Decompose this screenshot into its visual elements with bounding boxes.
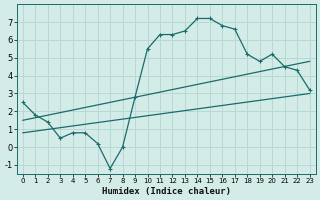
- X-axis label: Humidex (Indice chaleur): Humidex (Indice chaleur): [102, 187, 231, 196]
